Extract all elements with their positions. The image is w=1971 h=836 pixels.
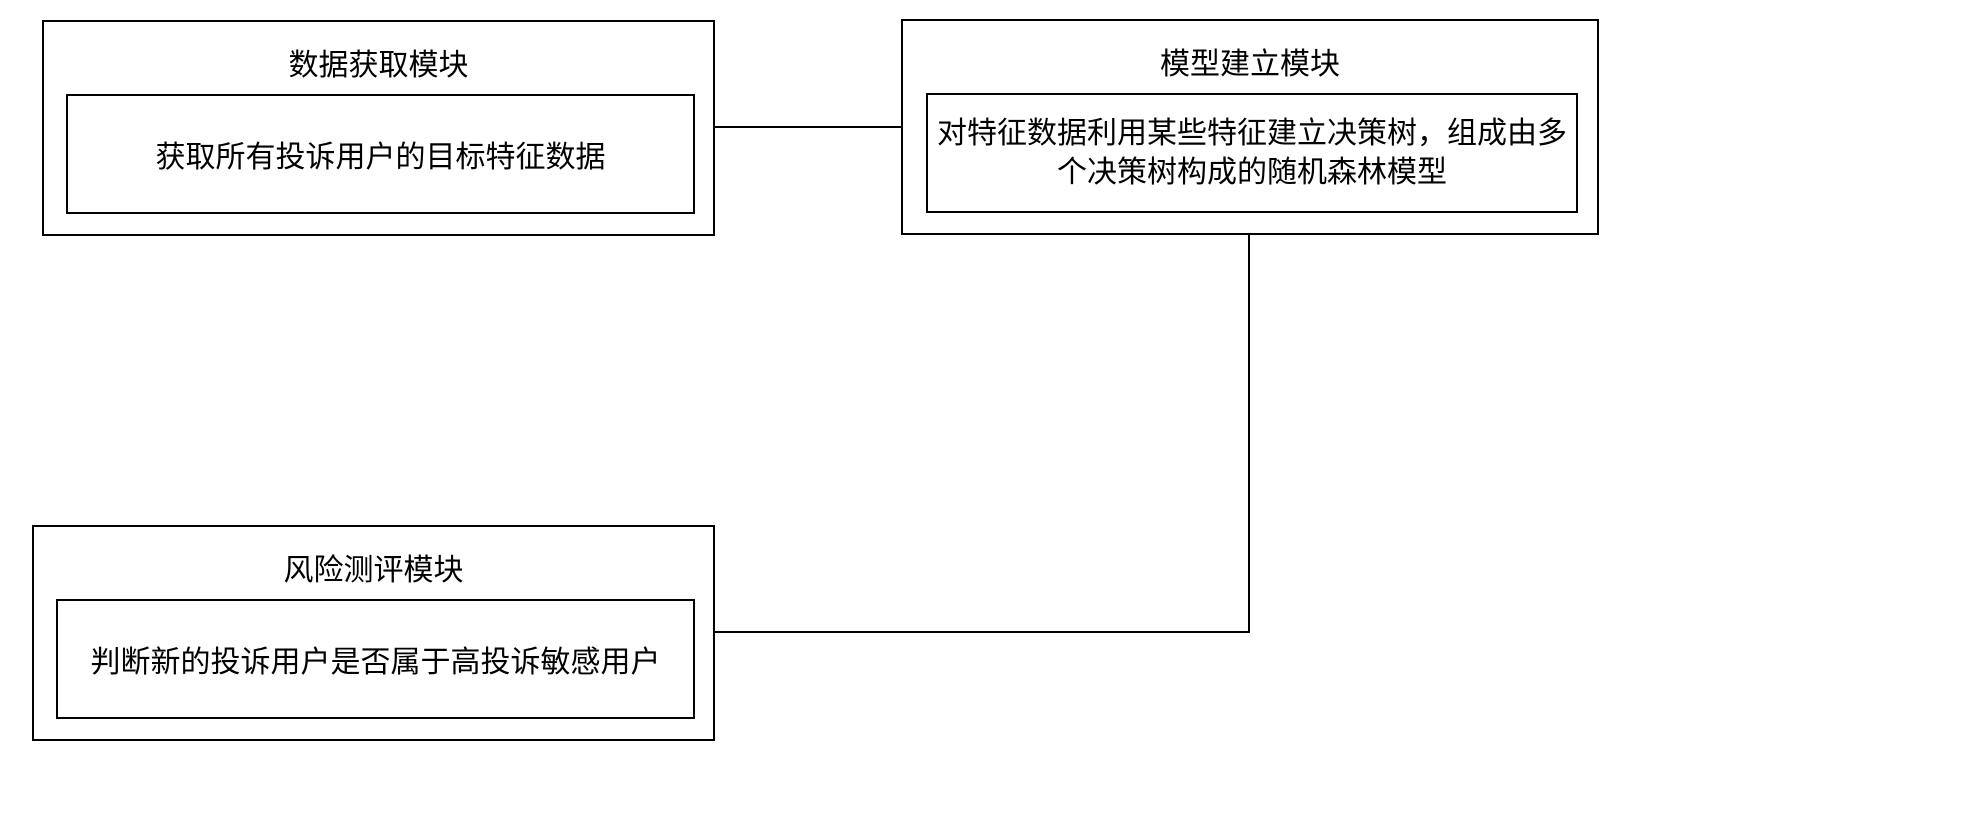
node-body: 对特征数据利用某些特征建立决策树，组成由多个决策树构成的随机森林模型: [926, 93, 1578, 213]
node-data-acquisition: 数据获取模块 获取所有投诉用户的目标特征数据: [42, 20, 715, 236]
node-body: 获取所有投诉用户的目标特征数据: [66, 94, 695, 214]
edge-model-to-risk-vertical: [1248, 235, 1250, 633]
node-risk-assessment: 风险测评模块 判断新的投诉用户是否属于高投诉敏感用户: [32, 525, 715, 741]
node-title: 数据获取模块: [44, 40, 713, 84]
node-title: 模型建立模块: [903, 39, 1597, 83]
node-title: 风险测评模块: [34, 545, 713, 589]
node-body: 判断新的投诉用户是否属于高投诉敏感用户: [56, 599, 695, 719]
edge-model-to-risk-horizontal: [715, 631, 1250, 633]
edge-data-to-model: [715, 126, 901, 128]
node-model-building: 模型建立模块 对特征数据利用某些特征建立决策树，组成由多个决策树构成的随机森林模…: [901, 19, 1599, 235]
